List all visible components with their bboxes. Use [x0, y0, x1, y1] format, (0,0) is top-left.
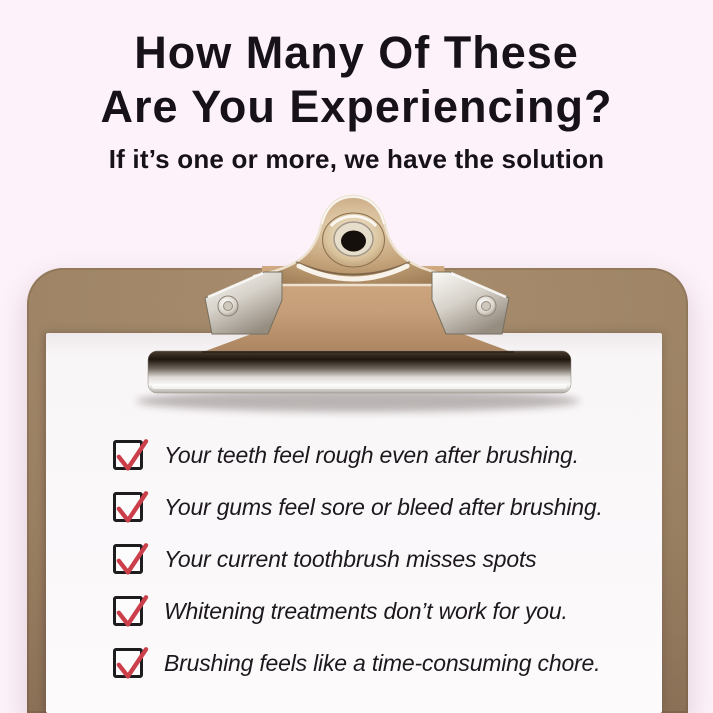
checkmark-icon: [116, 595, 149, 627]
checkbox-icon: [113, 439, 149, 471]
clip-left-arm-highlight: [207, 271, 264, 299]
clip-screw-center: [223, 301, 233, 311]
page-title: How Many Of These Are You Experiencing?: [0, 26, 713, 134]
title-line-1: How Many Of These: [134, 27, 579, 78]
checklist-item-label: Whitening treatments don’t work for you.: [164, 597, 568, 624]
clipboard-clip-icon: [136, 194, 580, 412]
clip-right-arm-highlight: [450, 271, 507, 299]
checklist: Your teeth feel rough even after brushin…: [113, 439, 633, 679]
clip-bell-highlight: [296, 263, 410, 282]
checkmark-icon: [116, 647, 149, 679]
checklist-row: Whitening treatments don’t work for you.: [113, 595, 633, 627]
checklist-row: Your gums feel sore or bleed after brush…: [113, 491, 633, 523]
clip-right-arm: [431, 271, 510, 335]
checkbox-icon: [113, 647, 149, 679]
clip-left-arm: [204, 271, 283, 335]
checklist-row: Your current toothbrush misses spots: [113, 543, 633, 575]
checklist-item-label: Brushing feels like a time-consuming cho…: [164, 649, 601, 676]
checklist-item-label: Your current toothbrush misses spots: [164, 545, 537, 572]
checkmark-icon: [116, 439, 149, 471]
checklist-row: Brushing feels like a time-consuming cho…: [113, 647, 633, 679]
clip-hole-icon: [341, 230, 366, 252]
clip-dome-highlight: [321, 195, 385, 225]
title-line-2: Are You Experiencing?: [100, 81, 613, 132]
checkmark-icon: [116, 543, 149, 575]
checkmark-icon: [116, 491, 149, 523]
checkbox-icon: [113, 491, 149, 523]
clip-bell-crevice: [295, 261, 411, 276]
checklist-row: Your teeth feel rough even after brushin…: [113, 439, 633, 471]
checklist-item-label: Your gums feel sore or bleed after brush…: [164, 493, 603, 520]
page-subtitle: If it’s one or more, we have the solutio…: [108, 144, 605, 174]
clip-clamp-bottom-highlight: [152, 384, 567, 389]
clip-grommet-highlight: [329, 214, 378, 228]
header: How Many Of These Are You Experiencing? …: [0, 26, 713, 175]
checkbox-icon: [113, 595, 149, 627]
clip-shadow: [136, 390, 580, 412]
checklist-item-label: Your teeth feel rough even after brushin…: [164, 441, 579, 468]
clip-screw-center: [481, 301, 491, 311]
checkbox-icon: [113, 543, 149, 575]
